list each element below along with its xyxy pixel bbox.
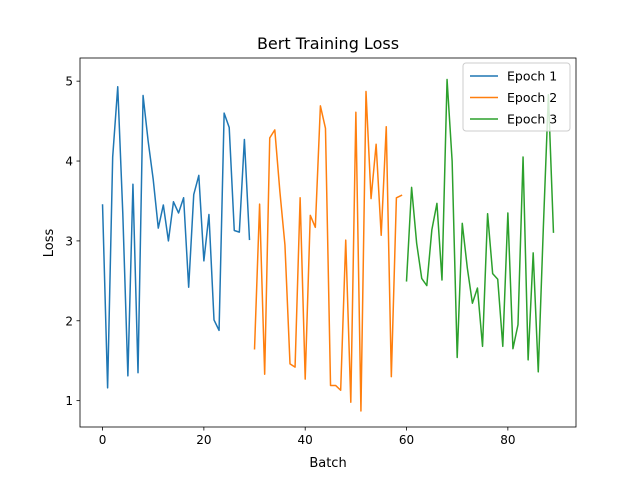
legend-label-epoch-2: Epoch 2 (507, 90, 557, 105)
x-axis-label: Batch (309, 456, 346, 471)
x-tick-label: 20 (196, 433, 211, 447)
y-tick-label: 3 (65, 234, 73, 248)
chart-title: Bert Training Loss (257, 34, 399, 53)
x-tick-label: 0 (99, 433, 107, 447)
plot-area: 0 20 40 60 80 1 2 3 4 5 (65, 57, 577, 447)
y-tick-label: 2 (65, 314, 73, 328)
x-tick-label: 80 (500, 433, 515, 447)
series-line-epoch-2 (253, 90, 403, 412)
y-tick-label: 1 (65, 394, 73, 408)
legend: Epoch 1 Epoch 2 Epoch 3 (462, 62, 571, 132)
x-tick-label: 40 (298, 433, 313, 447)
y-axis-label: Loss (42, 229, 57, 258)
legend-label-epoch-3: Epoch 3 (507, 112, 557, 127)
axes-frame (79, 57, 577, 428)
series-line-epoch-3 (405, 78, 555, 373)
series-line-epoch-1 (101, 86, 251, 389)
y-tick-label: 4 (65, 155, 73, 169)
x-tick-label: 60 (399, 433, 414, 447)
y-tick-label: 5 (65, 75, 73, 89)
legend-box (462, 62, 571, 132)
legend-label-epoch-1: Epoch 1 (507, 69, 557, 84)
